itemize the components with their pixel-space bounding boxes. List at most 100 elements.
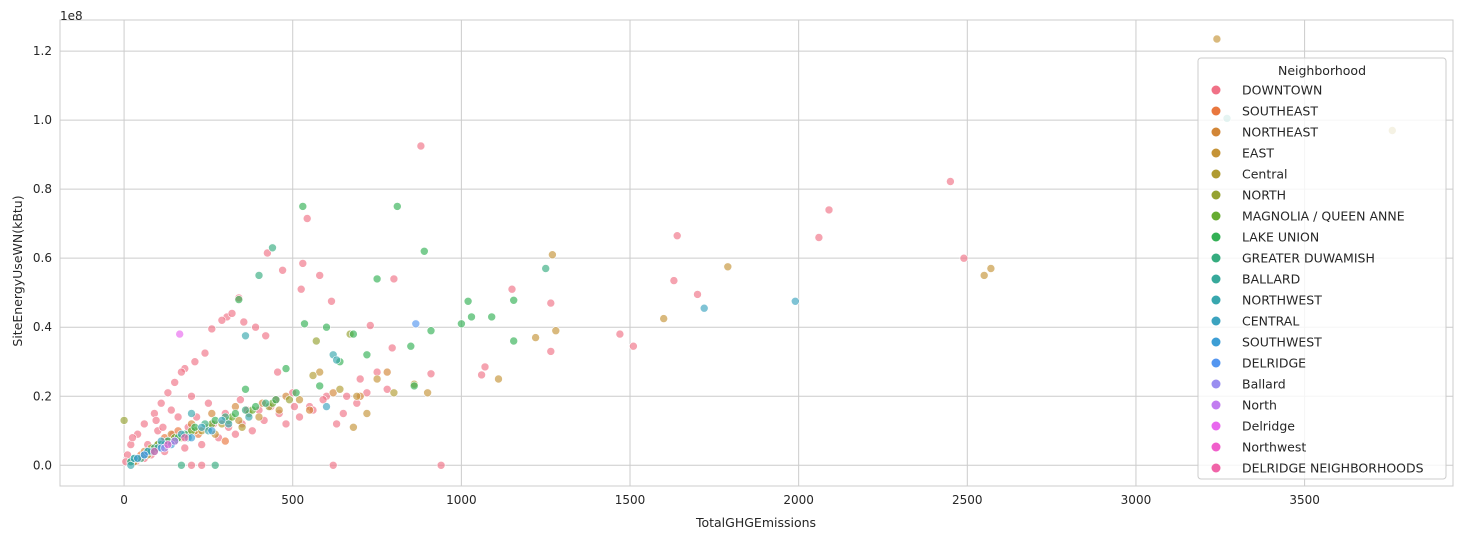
data-point xyxy=(278,265,287,275)
data-point xyxy=(986,264,996,273)
data-point xyxy=(170,436,179,446)
data-point xyxy=(285,395,294,405)
data-point xyxy=(389,274,399,284)
data-point xyxy=(241,405,250,415)
data-point xyxy=(163,440,173,449)
y-offset-text: 1e8 xyxy=(60,9,83,23)
data-point xyxy=(187,409,196,418)
y-tick-label: 0.0 xyxy=(33,458,52,472)
data-point xyxy=(241,331,250,341)
data-point xyxy=(669,276,679,285)
legend-marker xyxy=(1211,127,1221,137)
x-tick-label: 2000 xyxy=(783,493,814,507)
y-tick-label: 0.2 xyxy=(33,389,52,403)
legend-marker xyxy=(1211,211,1221,221)
x-axis-label: TotalGHGEmissions xyxy=(695,515,816,530)
legend-marker xyxy=(1211,421,1221,431)
legend-label: SOUTHWEST xyxy=(1242,335,1322,350)
legend-label: MAGNOLIA / QUEEN ANNE xyxy=(1242,209,1405,224)
data-point xyxy=(261,331,271,341)
x-tick-label: 0 xyxy=(120,493,128,507)
data-point xyxy=(349,422,358,432)
x-tick-label: 500 xyxy=(281,493,304,507)
legend-label: DELRIDGE xyxy=(1242,356,1306,371)
legend-marker xyxy=(1211,400,1221,410)
data-point xyxy=(231,429,240,439)
data-point xyxy=(372,374,382,384)
data-point xyxy=(261,398,271,408)
data-point xyxy=(946,177,955,186)
legend-marker xyxy=(1211,106,1221,116)
legend-marker xyxy=(1211,295,1221,305)
data-point xyxy=(207,426,217,436)
data-point xyxy=(338,409,348,418)
y-tick-label: 0.4 xyxy=(33,320,52,334)
data-point xyxy=(382,367,392,377)
x-tick-label: 2500 xyxy=(952,493,983,507)
legend-label: Central xyxy=(1242,167,1288,182)
data-point xyxy=(290,402,299,411)
data-point xyxy=(274,405,284,415)
data-point xyxy=(224,419,233,429)
data-point xyxy=(352,391,362,401)
data-point xyxy=(158,422,168,432)
data-point xyxy=(140,450,149,460)
legend-label: DOWNTOWN xyxy=(1242,83,1322,98)
data-point xyxy=(328,460,338,470)
legend-marker xyxy=(1211,232,1221,242)
data-point xyxy=(305,405,314,415)
data-point xyxy=(187,460,196,470)
data-point xyxy=(322,322,331,332)
data-point xyxy=(349,329,358,339)
data-point xyxy=(251,402,260,411)
data-point xyxy=(239,317,249,327)
data-point xyxy=(507,284,517,294)
data-point xyxy=(217,315,227,325)
y-axis-label: SiteEnergyUseWN(kBtu) xyxy=(10,195,25,346)
data-point xyxy=(477,370,486,380)
data-point xyxy=(173,412,183,422)
data-point xyxy=(156,398,166,408)
data-point xyxy=(180,443,190,453)
data-point xyxy=(546,298,556,308)
data-point xyxy=(234,416,244,425)
legend-marker xyxy=(1211,253,1221,263)
data-point xyxy=(300,319,309,329)
legend-marker xyxy=(1211,190,1221,200)
data-point xyxy=(387,343,397,353)
data-point xyxy=(423,388,432,398)
legend-label: NORTHEAST xyxy=(1242,125,1318,140)
legend-marker xyxy=(1211,358,1221,368)
data-point xyxy=(298,259,308,268)
legend-marker xyxy=(1211,442,1221,452)
data-point xyxy=(426,369,436,379)
data-point xyxy=(382,384,392,394)
data-point xyxy=(254,412,264,422)
data-point xyxy=(126,460,136,470)
data-point xyxy=(659,314,669,323)
y-tick-label: 0.6 xyxy=(33,251,52,265)
data-point xyxy=(551,326,561,336)
data-point xyxy=(328,388,338,398)
data-point xyxy=(177,367,186,377)
data-point xyxy=(302,214,312,223)
legend-label: Delridge xyxy=(1242,419,1295,434)
data-point xyxy=(197,422,206,432)
data-point xyxy=(327,296,336,306)
data-point xyxy=(227,309,237,318)
data-point xyxy=(251,322,260,332)
scatter-points xyxy=(119,34,1397,470)
data-point xyxy=(672,231,682,240)
data-point xyxy=(463,296,473,306)
data-point xyxy=(167,405,176,415)
data-point xyxy=(979,271,989,280)
data-point xyxy=(509,295,519,305)
data-point xyxy=(457,319,466,329)
data-point xyxy=(234,295,244,304)
data-point xyxy=(237,422,247,432)
data-point xyxy=(814,233,824,242)
x-tick-label: 3500 xyxy=(1289,493,1320,507)
data-point xyxy=(480,362,490,372)
data-point xyxy=(296,284,306,294)
data-point xyxy=(231,409,240,418)
